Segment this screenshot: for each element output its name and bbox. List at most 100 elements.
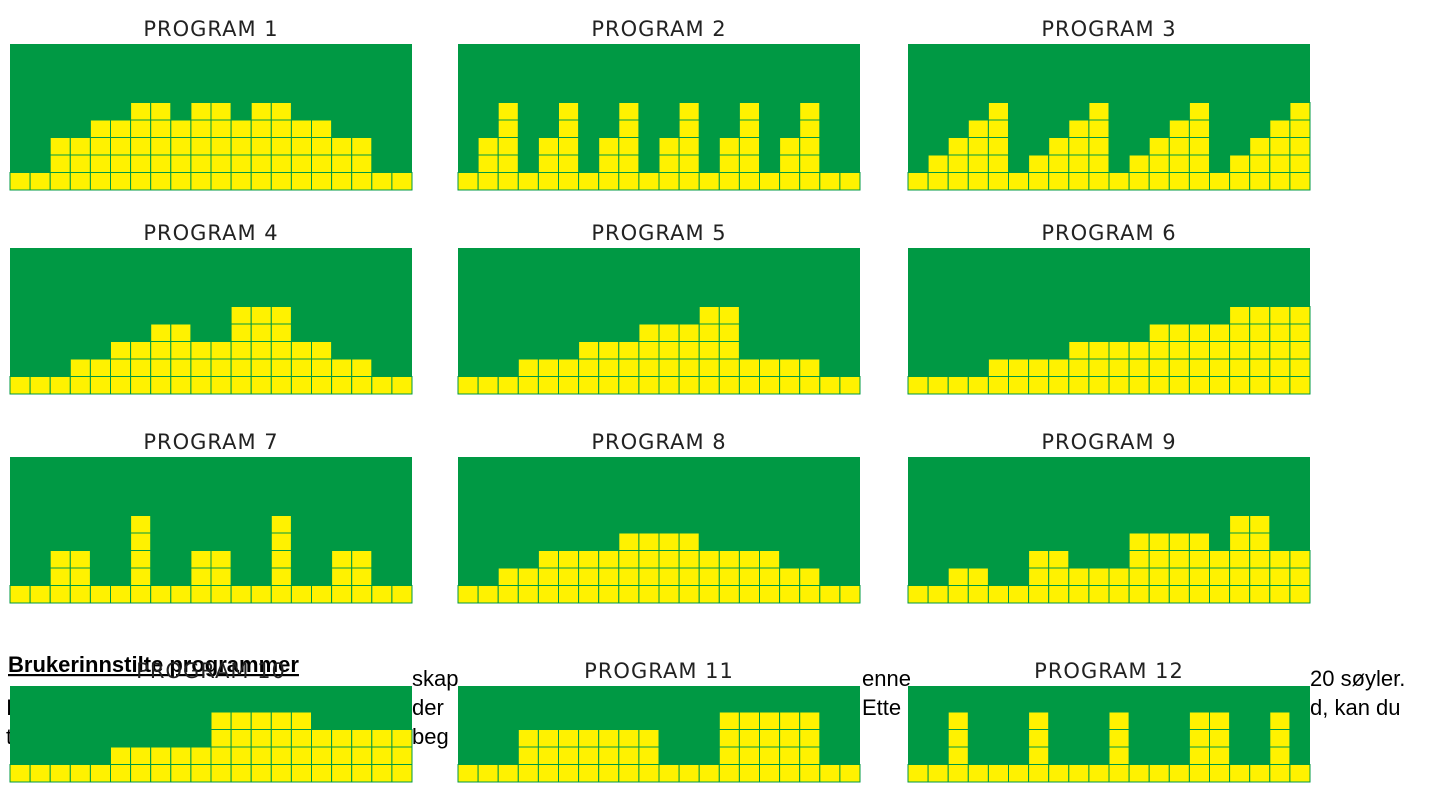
- level-bar: [927, 585, 949, 604]
- level-bar: [391, 729, 413, 783]
- level-bar: [190, 550, 212, 604]
- level-bar: [457, 585, 479, 604]
- program-label: PROGRAM 8: [591, 430, 726, 454]
- level-bar: [759, 172, 781, 191]
- level-bar: [49, 550, 71, 604]
- level-bar: [371, 729, 393, 783]
- program-label: PROGRAM 6: [1041, 221, 1176, 245]
- level-bar: [738, 550, 761, 604]
- level-bar: [371, 172, 393, 191]
- level-bar: [947, 137, 969, 191]
- level-bar: [89, 585, 112, 604]
- level-bar: [210, 341, 232, 395]
- level-bar: [311, 585, 333, 604]
- program-label: PROGRAM 4: [143, 221, 278, 245]
- level-bar: [371, 376, 393, 395]
- level-bar: [578, 729, 600, 783]
- program-label: PROGRAM 3: [1041, 17, 1176, 41]
- level-bar: [290, 341, 312, 395]
- level-bar: [578, 341, 600, 395]
- level-bar: [9, 585, 31, 604]
- level-bar: [517, 172, 539, 191]
- level-bar: [130, 102, 152, 191]
- level-bar: [578, 550, 600, 604]
- level-bar: [558, 102, 580, 191]
- level-bar: [1289, 764, 1311, 783]
- level-bar: [1008, 172, 1030, 191]
- level-bar: [210, 102, 232, 191]
- level-bar: [698, 550, 720, 604]
- level-bar: [1209, 172, 1231, 191]
- level-bar: [351, 729, 373, 783]
- paragraph-fragment: skap: [412, 666, 458, 691]
- level-bar: [839, 376, 861, 395]
- level-bar: [270, 515, 292, 604]
- level-bar: [1108, 341, 1130, 395]
- level-bar: [29, 585, 51, 604]
- level-bar: [927, 376, 949, 395]
- paragraph-fragment: I: [6, 695, 12, 720]
- heading: Brukerinnstilte programmer: [8, 652, 299, 677]
- level-bar: [839, 585, 861, 604]
- level-bar: [1249, 137, 1271, 191]
- level-bar: [638, 729, 660, 783]
- level-bar: [819, 376, 841, 395]
- level-bar: [69, 764, 91, 783]
- program-label: PROGRAM 2: [591, 17, 726, 41]
- level-bar: [29, 764, 51, 783]
- level-bar: [49, 137, 71, 191]
- level-bar: [1128, 764, 1150, 783]
- level-bar: [907, 376, 929, 395]
- level-bar: [391, 585, 413, 604]
- level-bar: [230, 306, 252, 395]
- paragraph-fragment: 20 søyler.: [1310, 666, 1405, 691]
- level-bar: [1249, 515, 1271, 604]
- level-bar: [311, 341, 333, 395]
- level-bar: [618, 729, 640, 783]
- level-bar: [779, 137, 801, 191]
- level-bar: [477, 764, 499, 783]
- level-bar: [698, 306, 720, 395]
- level-bar: [718, 550, 740, 604]
- level-bar: [391, 376, 413, 395]
- level-bar: [987, 764, 1010, 783]
- level-bar: [1048, 764, 1070, 783]
- level-bar: [987, 585, 1010, 604]
- level-bar: [718, 137, 740, 191]
- level-bar: [270, 102, 292, 191]
- level-bar: [371, 585, 393, 604]
- level-bar: [1068, 341, 1090, 395]
- level-bar: [698, 764, 720, 783]
- level-bar: [331, 137, 353, 191]
- level-bar: [331, 550, 353, 604]
- level-bar: [638, 172, 660, 191]
- level-bar: [351, 550, 373, 604]
- level-bar: [839, 764, 861, 783]
- level-bar: [537, 550, 560, 604]
- program-label: PROGRAM 5: [591, 221, 726, 245]
- level-bar: [1028, 550, 1050, 604]
- level-bar: [839, 172, 861, 191]
- level-bar: [927, 764, 949, 783]
- level-bar: [678, 102, 700, 191]
- level-bar: [517, 729, 539, 783]
- level-bar: [1269, 550, 1291, 604]
- level-bar: [150, 102, 172, 191]
- paragraph-fragment: t: [6, 724, 12, 749]
- level-bar: [130, 341, 152, 395]
- level-bar: [351, 137, 373, 191]
- level-bar: [29, 172, 51, 191]
- level-bar: [311, 729, 333, 783]
- level-bar: [578, 172, 600, 191]
- program-label: PROGRAM 7: [143, 430, 278, 454]
- level-bar: [947, 376, 969, 395]
- level-bar: [110, 585, 132, 604]
- level-bar: [1289, 102, 1311, 191]
- program-label: PROGRAM 10: [136, 659, 286, 683]
- level-bar: [69, 550, 91, 604]
- level-bar: [678, 764, 700, 783]
- level-bar: [598, 550, 620, 604]
- level-bar: [457, 172, 479, 191]
